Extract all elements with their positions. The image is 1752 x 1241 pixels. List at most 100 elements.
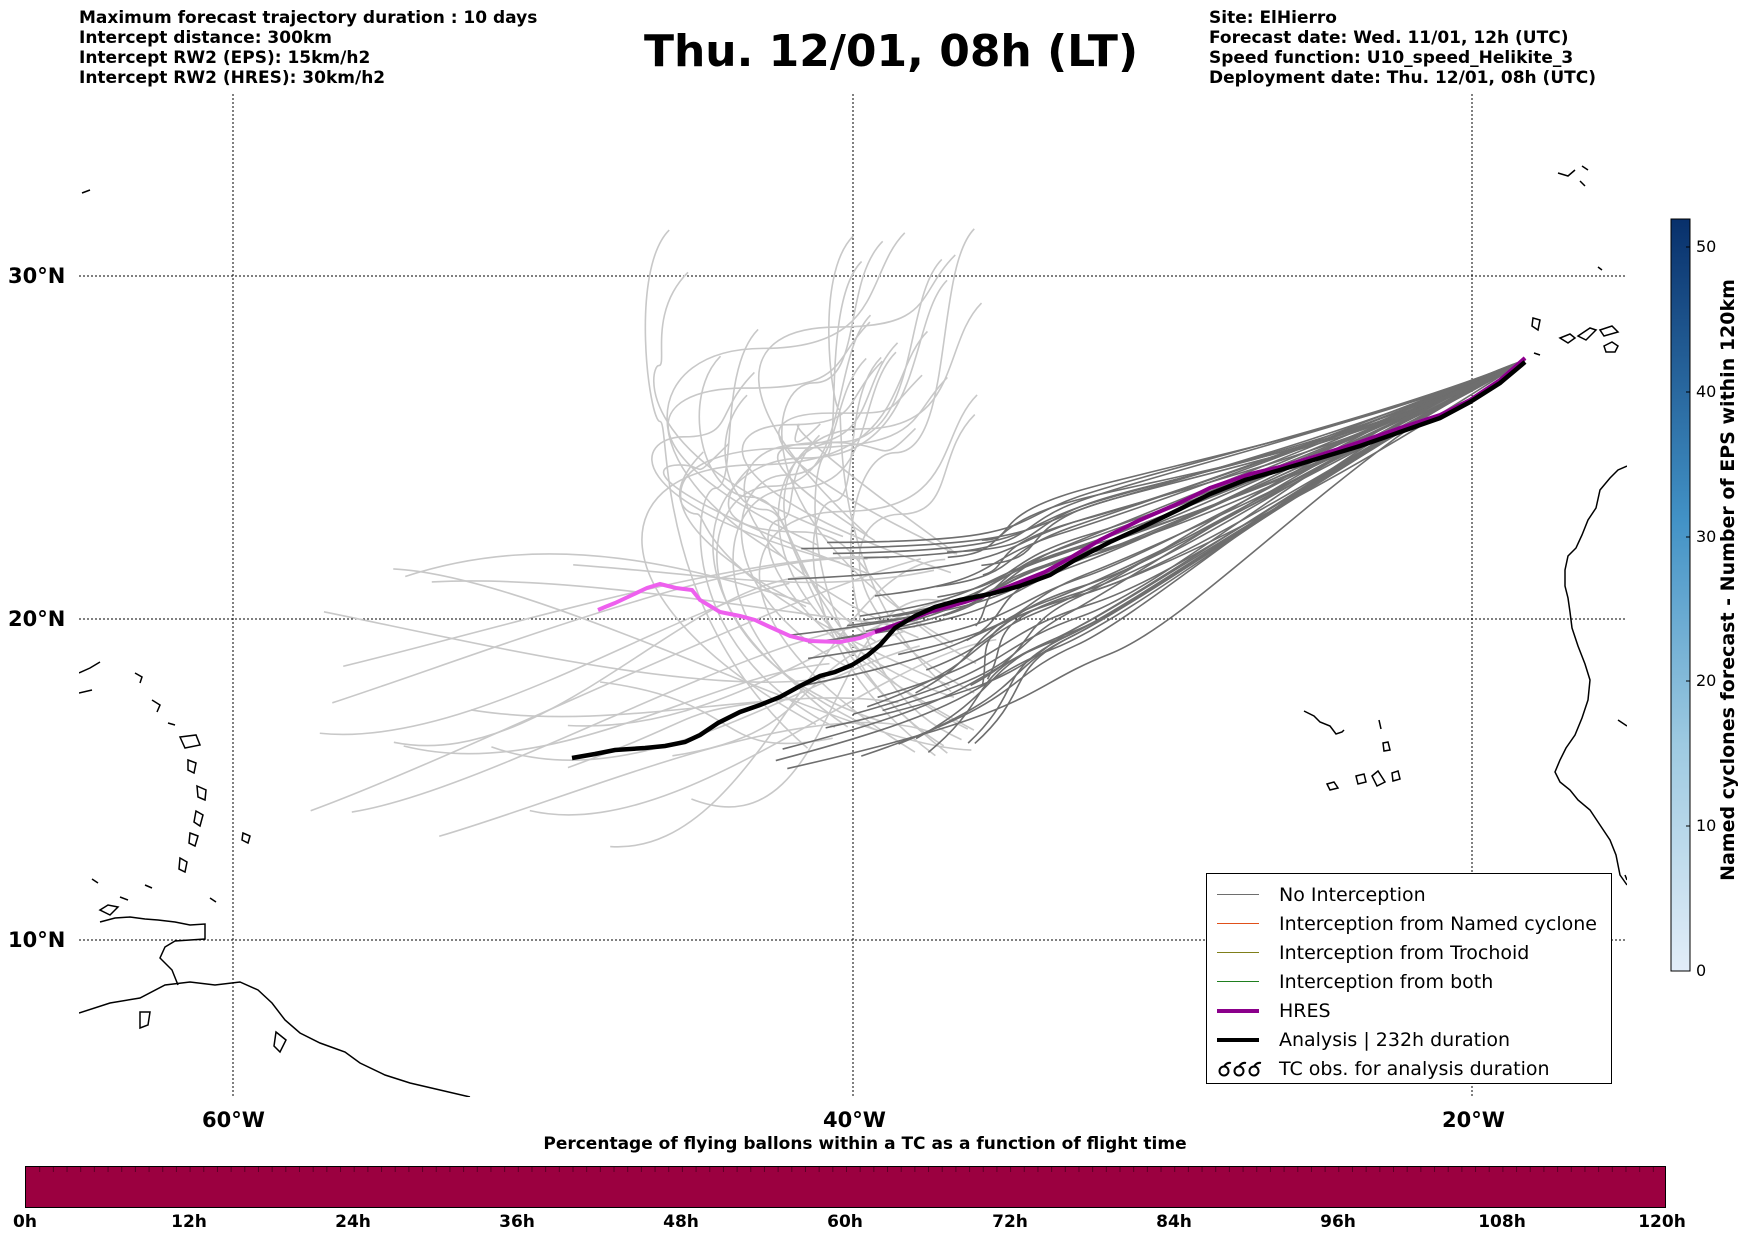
trajectory-line [740, 357, 867, 669]
cyclone-count-colorbar [1670, 218, 1691, 972]
forecast-date-text: Forecast date: Wed. 11/01, 12h (UTC) [1209, 28, 1569, 48]
trajectory-line [679, 451, 950, 687]
lat-label-10n: 10°N [8, 928, 66, 952]
trajectory-line [529, 638, 997, 816]
time-tick-48h: 48h [663, 1212, 699, 1232]
colorbar-tick-10: 10 [1696, 816, 1717, 835]
deployment-date-text: Deployment date: Thu. 12/01, 08h (UTC) [1209, 68, 1596, 88]
trajectory-line [937, 359, 1526, 598]
trajectory-line [644, 229, 809, 749]
time-tick-0h: 0h [13, 1212, 37, 1232]
trajectory-line [712, 279, 948, 732]
cyclone-icon [1215, 1056, 1263, 1082]
legend-item-trochoid: Interception from Trochoid [1215, 940, 1529, 966]
time-tick-12h: 12h [171, 1212, 207, 1232]
trajectory-line [319, 582, 790, 736]
colorbar-tick-0: 0 [1696, 961, 1707, 980]
trajectory-line [967, 359, 1526, 744]
max-duration-text: Maximum forecast trajectory duration : 1… [79, 8, 538, 28]
legend-label: Analysis | 232h duration [1279, 1029, 1511, 1051]
legend-line-trochoid [1217, 952, 1259, 953]
header-right-info: Site: ElHierro Forecast date: Wed. 11/01… [1209, 8, 1596, 88]
map-legend: No Interception Interception from Named … [1206, 873, 1612, 1084]
colorbar-tick-30: 30 [1696, 527, 1717, 546]
trajectory-line [716, 314, 882, 723]
trajectory-line [966, 359, 1526, 642]
time-tick-60h: 60h [827, 1212, 863, 1232]
trajectory-line [812, 356, 936, 757]
bottom-colorbar-title: Percentage of flying ballons within a TC… [543, 1134, 1187, 1154]
intercept-eps-text: Intercept RW2 (EPS): 15km/h2 [79, 48, 371, 68]
legend-line-no-interception [1217, 894, 1259, 895]
trajectory-line [699, 328, 836, 728]
trajectory-line [898, 359, 1526, 745]
colorbar-tick-20: 20 [1696, 671, 1717, 690]
trajectory-line [814, 260, 945, 747]
trajectory-line [787, 359, 1526, 770]
trajectory-line [787, 359, 1526, 581]
lon-label-20w: 20°W [1442, 1108, 1505, 1132]
trajectory-line [310, 558, 921, 812]
trajectory-line [808, 359, 1526, 644]
trajectory-line [491, 645, 920, 761]
coastlines [79, 165, 1627, 1097]
lat-label-30n: 30°N [8, 264, 66, 288]
legend-line-named-cyclone [1217, 923, 1259, 924]
legend-item-both: Interception from both [1215, 969, 1493, 995]
legend-item-analysis: Analysis | 232h duration [1215, 1027, 1510, 1053]
trajectory-line [599, 681, 833, 745]
trajectory-line [698, 355, 969, 730]
trajectory-line [653, 271, 844, 538]
trajectory-line [573, 563, 935, 584]
time-tick-36h: 36h [499, 1212, 535, 1232]
trajectory-line [777, 427, 917, 542]
time-tick-108h: 108h [1478, 1212, 1526, 1232]
time-tick-120h: 120h [1638, 1212, 1686, 1232]
lat-label-20n: 20°N [8, 607, 66, 631]
legend-item-tc-obs: TC obs. for analysis duration [1215, 1056, 1550, 1082]
legend-line-hres [1217, 1009, 1259, 1013]
legend-label: No Interception [1279, 884, 1426, 906]
trajectory-line [874, 359, 1526, 597]
trajectory-line [662, 443, 868, 574]
time-tick-84h: 84h [1156, 1212, 1192, 1232]
header-left-info: Maximum forecast trajectory duration : 1… [79, 8, 537, 88]
trajectory-line [781, 240, 954, 644]
legend-label: Interception from both [1279, 971, 1494, 993]
trajectory-line [393, 575, 807, 747]
trajectory-line [691, 599, 950, 808]
trajectory-line [981, 359, 1526, 687]
trajectory-line [775, 359, 1526, 762]
time-tick-24h: 24h [335, 1212, 371, 1232]
speed-function-text: Speed function: U10_speed_Helikite_3 [1209, 48, 1574, 68]
legend-label: Interception from Named cyclone [1279, 913, 1597, 935]
colorbar-tick-40: 40 [1696, 382, 1717, 401]
site-text: Site: ElHierro [1209, 8, 1337, 28]
trajectory-line [849, 228, 975, 741]
colorbar-ticks [1686, 246, 1690, 972]
legend-label: HRES [1279, 1000, 1331, 1022]
legend-label: TC obs. for analysis duration [1279, 1058, 1550, 1080]
trajectory-line [667, 321, 871, 546]
trajectory-line [343, 556, 889, 668]
trajectory-line [332, 557, 868, 704]
trajectory-line [732, 351, 897, 728]
analysis-trajectory [571, 360, 1527, 761]
legend-item-no-interception: No Interception [1215, 882, 1426, 908]
lon-label-60w: 60°W [202, 1108, 265, 1132]
trajectory-line [666, 232, 906, 558]
trajectory-line [827, 359, 1526, 544]
eps-trajectories-light [310, 228, 997, 848]
bottom-colorbar-ticks [39, 1167, 1654, 1172]
trajectory-line [986, 359, 1526, 680]
time-tick-96h: 96h [1320, 1212, 1356, 1232]
legend-item-named-cyclone: Interception from Named cyclone [1215, 911, 1597, 937]
trajectory-line [641, 330, 929, 726]
trajectory-line [778, 374, 957, 555]
time-tick-72h: 72h [992, 1212, 1028, 1232]
legend-item-hres: HRES [1215, 998, 1331, 1024]
trajectory-line [679, 376, 948, 608]
intercept-distance-text: Intercept distance: 300km [79, 28, 332, 48]
legend-label: Interception from Trochoid [1279, 942, 1530, 964]
